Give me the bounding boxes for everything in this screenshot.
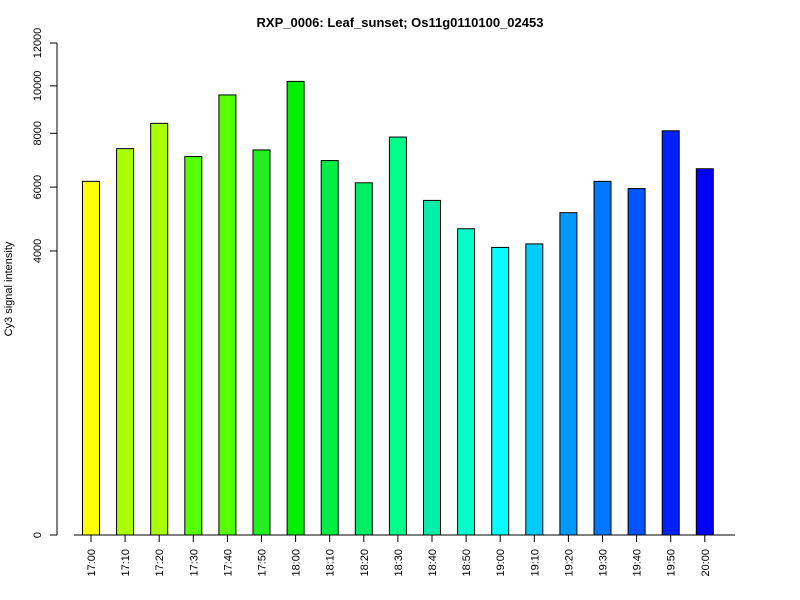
chart-title: RXP_0006: Leaf_sunset; Os11g0110100_0245…: [257, 15, 544, 30]
x-tick-label: 17:50: [257, 549, 269, 577]
y-tick-label: 4000: [32, 239, 44, 263]
bar: [150, 122, 169, 536]
y-tick-label: 12000: [32, 28, 44, 59]
bar: [525, 243, 544, 536]
bar: [661, 130, 680, 536]
x-tick-label: 19:40: [632, 549, 644, 577]
x-axis: 17:00 17:10 17:20 17:30 17:40 17:50 18:00 18:10…: [74, 534, 735, 577]
x-tick-label: 19:50: [666, 549, 678, 577]
x-tick-label: 18:50: [461, 549, 473, 577]
bar: [82, 180, 100, 536]
y-tick-label: 10000: [32, 71, 44, 102]
x-tick-label: 17:30: [188, 549, 200, 577]
bar: [184, 156, 203, 536]
x-tick-label: 18:40: [427, 549, 439, 577]
bar: [388, 136, 407, 536]
x-tick-label: 19:30: [598, 549, 610, 577]
x-tick-label: 17:10: [120, 549, 132, 577]
x-tick-label: 18:30: [393, 549, 405, 577]
bar: [627, 188, 646, 536]
x-tick-label: 19:20: [563, 549, 575, 577]
y-tick-label: 8000: [32, 121, 44, 145]
y-axis-label: Cy3 signal intensity: [3, 241, 15, 336]
bar: [252, 149, 271, 536]
y-axis: 0 4000 6000 8000 10000 12000: [32, 28, 58, 538]
y-tick-label: 6000: [32, 175, 44, 199]
bar: [491, 246, 510, 536]
x-tick-label: 19:10: [529, 549, 541, 577]
bar: [695, 168, 714, 536]
bar: [218, 94, 237, 536]
x-tick-label: 17:00: [86, 549, 98, 577]
y-tick-label: 0: [32, 532, 44, 538]
bar: [320, 160, 339, 536]
bars: [82, 80, 714, 536]
bar: [116, 148, 135, 536]
x-tick-label: 18:10: [325, 549, 337, 577]
x-tick-label: 18:00: [291, 549, 303, 577]
x-tick-label: 19:00: [495, 549, 507, 577]
x-tick-label: 18:20: [359, 549, 371, 577]
x-tick-label: 17:20: [154, 549, 166, 577]
bar: [354, 182, 373, 536]
bar: [423, 199, 441, 536]
x-tick-label: 17:40: [222, 549, 234, 577]
bar: [559, 212, 578, 536]
bar: [286, 80, 305, 536]
bar: [593, 180, 612, 536]
bar: [457, 228, 476, 536]
x-tick-label: 20:00: [700, 549, 712, 577]
